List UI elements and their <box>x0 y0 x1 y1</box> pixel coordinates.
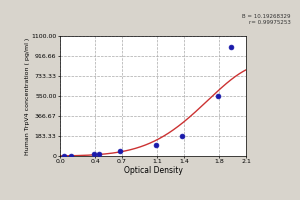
Point <box>229 45 233 49</box>
Text: B = 10.19268329
r= 0.99975253: B = 10.19268329 r= 0.99975253 <box>242 14 291 25</box>
Point <box>118 149 123 152</box>
Point <box>91 153 96 156</box>
X-axis label: Optical Density: Optical Density <box>124 166 182 175</box>
Point <box>68 154 73 157</box>
Y-axis label: Human TrpV4 concentration ( pg/ml ): Human TrpV4 concentration ( pg/ml ) <box>25 37 30 155</box>
Point <box>153 143 158 147</box>
Point <box>97 152 101 155</box>
Point <box>215 94 220 98</box>
Point <box>62 154 67 158</box>
Point <box>180 134 184 138</box>
